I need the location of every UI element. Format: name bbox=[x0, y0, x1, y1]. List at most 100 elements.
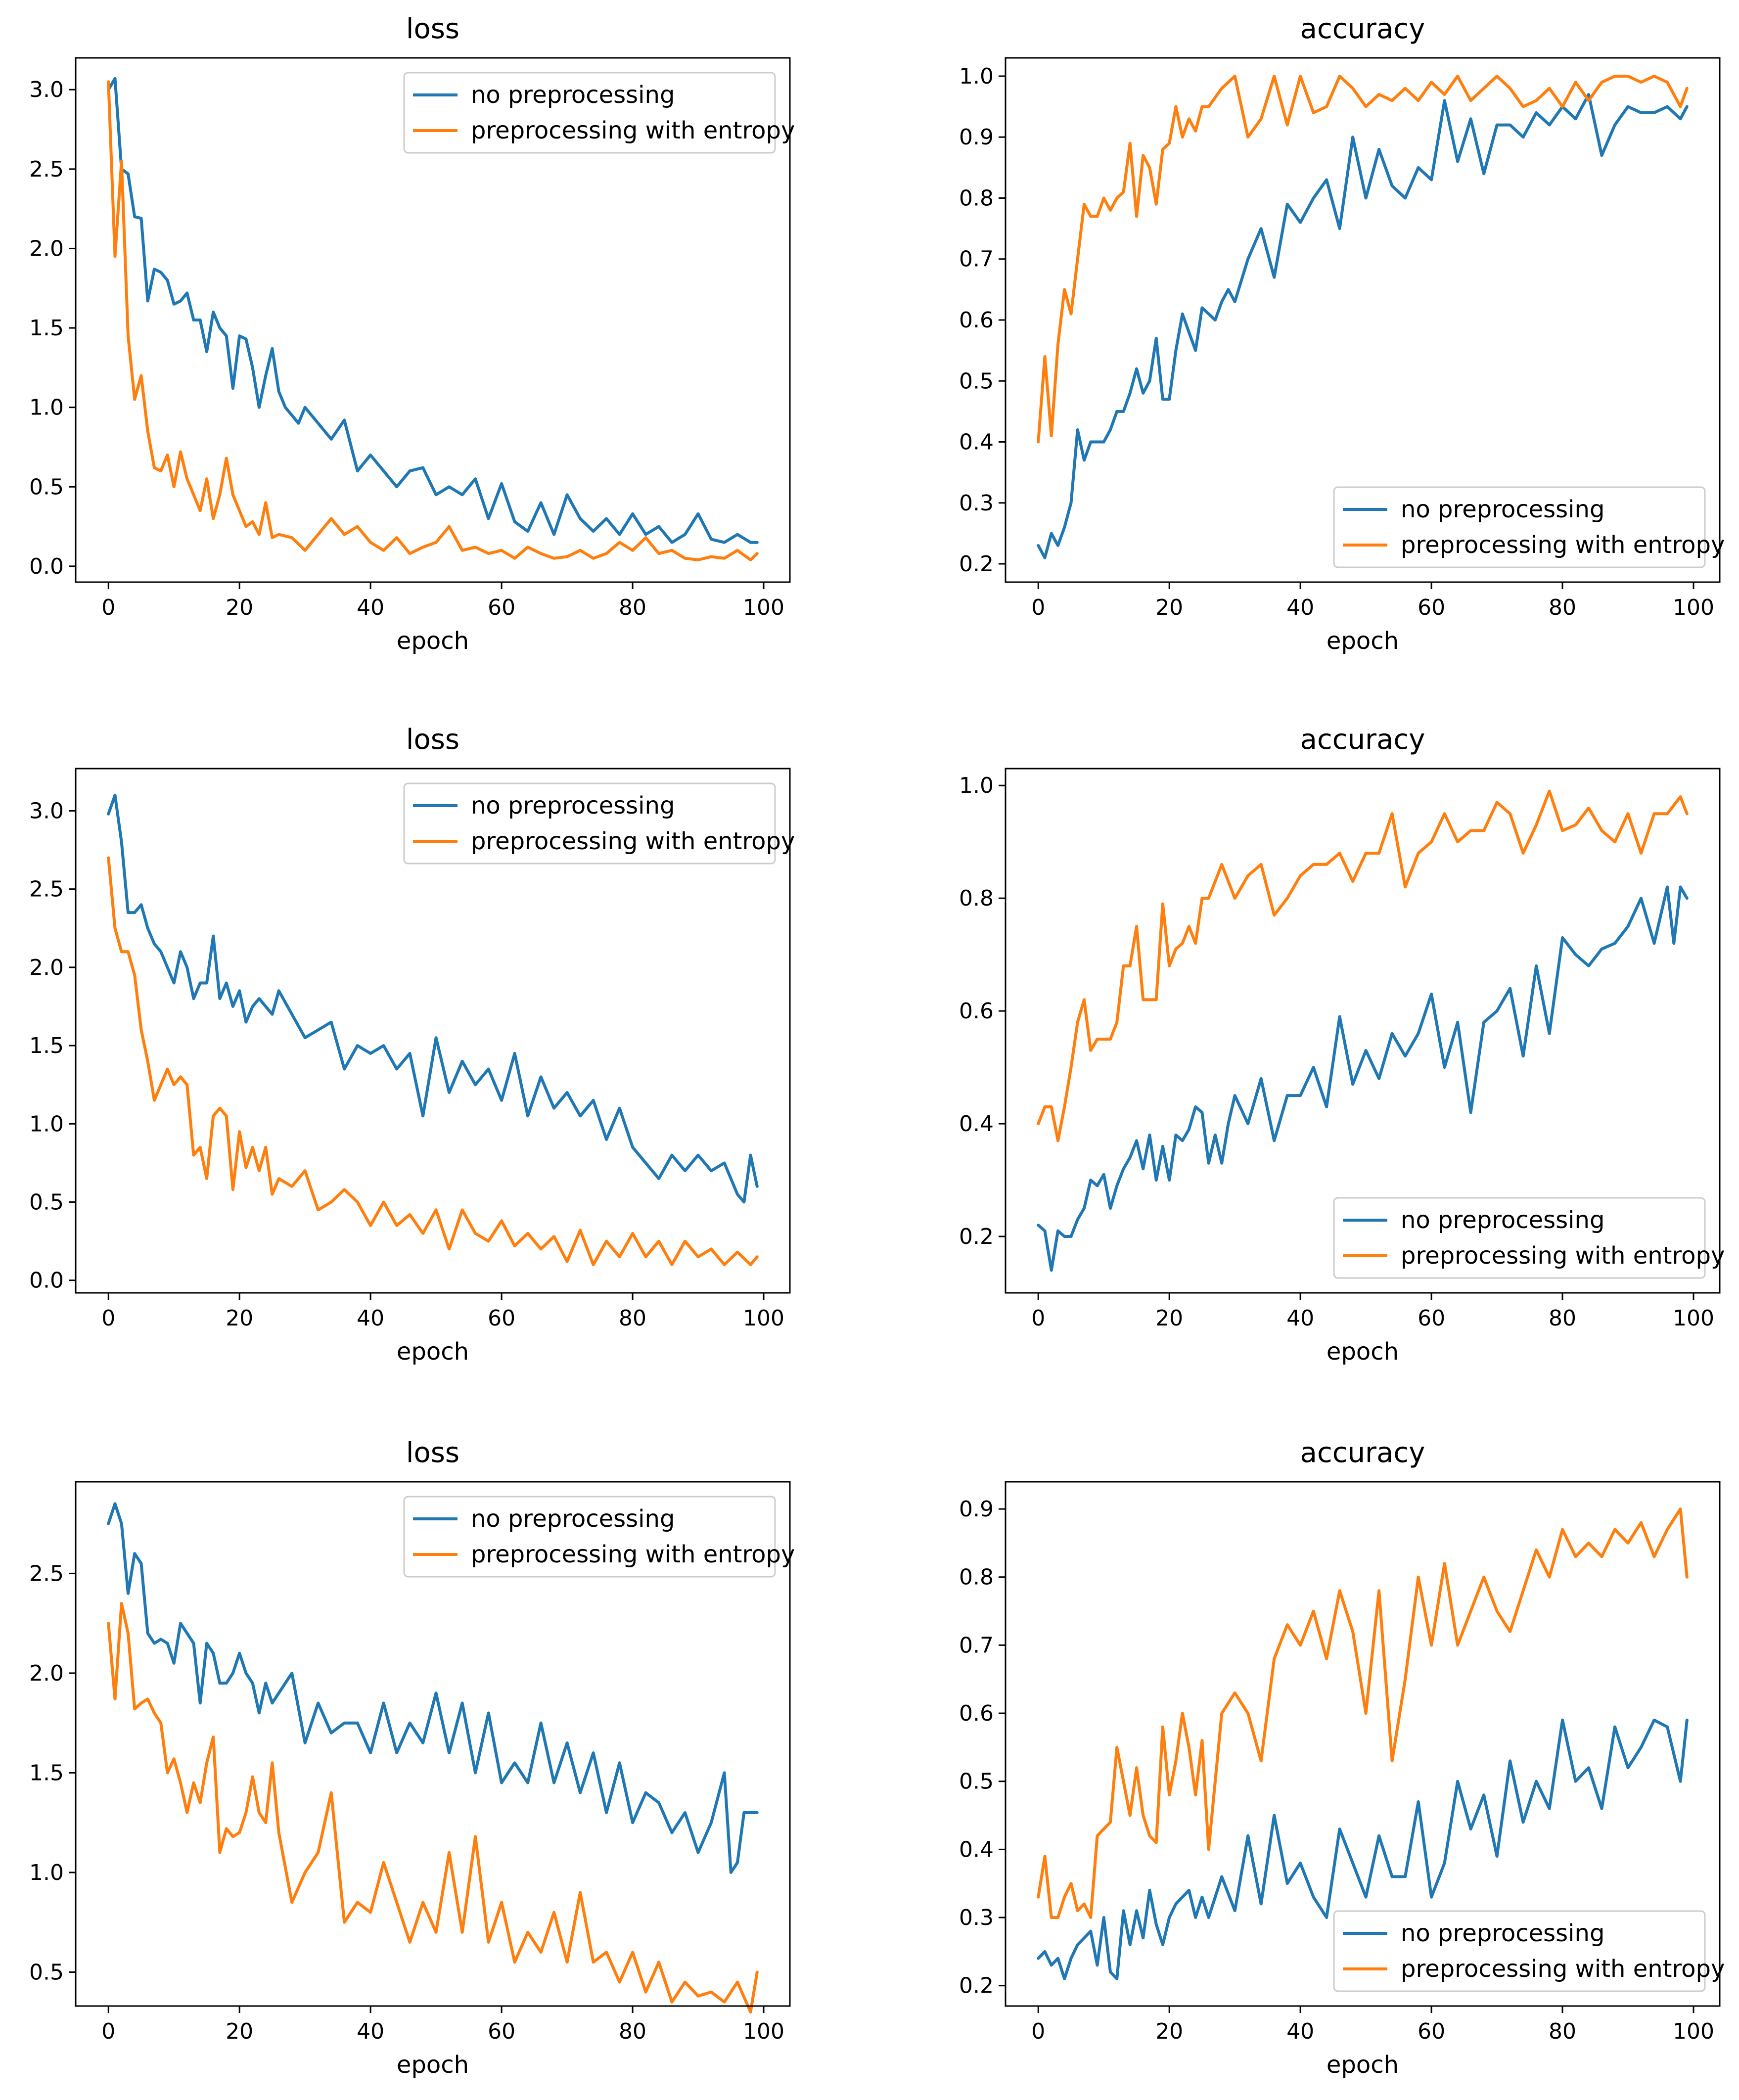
series-line-no-preprocessing bbox=[107, 1502, 759, 1874]
x-tick-label: 100 bbox=[743, 1306, 784, 1331]
y-tick-label: 0.5 bbox=[29, 1960, 64, 1985]
y-tick-label: 0.7 bbox=[959, 247, 994, 272]
y-tick-label: 2.0 bbox=[29, 236, 64, 261]
x-axis-label: epoch bbox=[1327, 1338, 1399, 1366]
x-tick-label: 0 bbox=[1031, 595, 1045, 620]
y-tick-label: 2.5 bbox=[29, 877, 64, 902]
chart-panel-4: accuracy 0 20 40 60 80 100 0.2 0.4 0.6 0.8 1.0 epoch… bbox=[959, 724, 1725, 1366]
chart-panel-5: loss 0 20 40 60 80 100 0.5 1.0 1.5 2.0 2.5 epoch no p… bbox=[29, 1437, 795, 2079]
y-tick-label: 0.2 bbox=[959, 1973, 994, 1999]
y-tick-label: 3.0 bbox=[29, 77, 64, 102]
legend-label: no preprocessing bbox=[471, 792, 675, 820]
x-tick-label: 20 bbox=[226, 595, 253, 620]
y-tick-label: 1.5 bbox=[29, 316, 64, 341]
x-axis-label: epoch bbox=[1327, 2051, 1399, 2079]
x-tick-label: 40 bbox=[357, 1306, 384, 1331]
axes-frame bbox=[1005, 1481, 1721, 2007]
legend: no preprocessing preprocessing with entro… bbox=[403, 782, 795, 865]
y-tick-label: 0.4 bbox=[959, 1837, 994, 1862]
x-tick-label: 80 bbox=[1549, 1306, 1576, 1331]
y-tick-label: 0.3 bbox=[959, 491, 994, 516]
y-tick-label: 0.6 bbox=[959, 308, 994, 333]
y-tick-label: 1.0 bbox=[29, 1860, 64, 1885]
x-tick-label: 20 bbox=[226, 2019, 253, 2044]
x-tick-label: 100 bbox=[743, 2019, 784, 2044]
x-axis-label: epoch bbox=[397, 1338, 469, 1366]
legend-label: preprocessing with entropy bbox=[1401, 531, 1725, 559]
x-tick-label: 100 bbox=[1673, 2019, 1714, 2044]
axes-frame bbox=[75, 57, 791, 583]
series-line-no-preprocessing bbox=[107, 793, 759, 1204]
x-tick-label: 100 bbox=[743, 595, 784, 620]
x-axis-label: epoch bbox=[1327, 627, 1399, 655]
legend: no preprocessing preprocessing with entro… bbox=[1333, 486, 1725, 568]
x-tick-label: 20 bbox=[226, 1306, 253, 1331]
y-tick-label: 0.5 bbox=[29, 474, 64, 500]
legend: no preprocessing preprocessing with entro… bbox=[403, 72, 795, 154]
x-tick-label: 80 bbox=[619, 1306, 646, 1331]
y-tick-label: 1.0 bbox=[29, 1111, 64, 1137]
y-tick-label: 0.6 bbox=[959, 1701, 994, 1726]
x-tick-label: 100 bbox=[1673, 1306, 1714, 1331]
legend-label: preprocessing with entropy bbox=[1401, 1955, 1725, 1983]
y-tick-label: 0.0 bbox=[29, 554, 64, 579]
series-line-preprocessing-with-entropy bbox=[107, 80, 759, 561]
series-line-preprocessing-with-entropy bbox=[107, 1601, 759, 2014]
legend-box bbox=[403, 782, 776, 865]
series-line-no-preprocessing bbox=[1037, 1718, 1689, 1980]
y-tick-label: 0.9 bbox=[959, 125, 994, 150]
legend-label: no preprocessing bbox=[1401, 496, 1604, 523]
chart-panel-1: loss 0 20 40 60 80 100 0.0 0.5 1.0 1.5 2.0 2.5 3.0 epo… bbox=[29, 13, 795, 655]
series-line-no-preprocessing bbox=[1037, 885, 1689, 1272]
chart-title: loss bbox=[406, 13, 459, 45]
x-tick-label: 40 bbox=[357, 595, 384, 620]
y-tick-label: 1.5 bbox=[29, 1033, 64, 1058]
x-tick-label: 100 bbox=[1673, 595, 1714, 620]
y-tick-label: 0.7 bbox=[959, 1633, 994, 1658]
legend-label: no preprocessing bbox=[1401, 1919, 1604, 1947]
x-axis-label: epoch bbox=[397, 2051, 469, 2079]
axes-frame bbox=[75, 1481, 791, 2007]
legend-label: preprocessing with entropy bbox=[471, 827, 795, 855]
series-line-preprocessing-with-entropy bbox=[1037, 789, 1689, 1142]
legend: no preprocessing preprocessing with entro… bbox=[1333, 1197, 1725, 1279]
legend: no preprocessing preprocessing with entro… bbox=[403, 1496, 795, 1578]
legend-label: preprocessing with entropy bbox=[471, 1541, 795, 1568]
x-tick-label: 0 bbox=[101, 2019, 115, 2044]
y-tick-label: 1.0 bbox=[959, 64, 994, 89]
series-line-preprocessing-with-entropy bbox=[1037, 75, 1689, 444]
legend-box bbox=[403, 72, 776, 154]
y-tick-label: 0.5 bbox=[29, 1189, 64, 1215]
x-tick-label: 40 bbox=[1286, 595, 1314, 620]
y-tick-label: 3.0 bbox=[29, 798, 64, 823]
legend-box bbox=[403, 1496, 776, 1578]
y-tick-label: 0.2 bbox=[959, 551, 994, 577]
x-tick-label: 60 bbox=[488, 1306, 515, 1331]
chart-title: accuracy bbox=[1300, 724, 1425, 756]
legend-box bbox=[1333, 1910, 1706, 1992]
x-tick-label: 80 bbox=[1549, 2019, 1576, 2044]
y-tick-label: 0.5 bbox=[959, 1769, 994, 1794]
y-tick-label: 0.9 bbox=[959, 1497, 994, 1522]
axes-frame bbox=[75, 768, 791, 1294]
x-tick-label: 40 bbox=[357, 2019, 384, 2044]
legend-box bbox=[1333, 486, 1706, 568]
y-tick-label: 0.8 bbox=[959, 185, 994, 211]
x-tick-label: 80 bbox=[1549, 595, 1576, 620]
x-tick-label: 40 bbox=[1286, 2019, 1314, 2044]
legend-box bbox=[1333, 1197, 1706, 1279]
y-tick-label: 0.8 bbox=[959, 886, 994, 911]
series-line-preprocessing-with-entropy bbox=[1037, 1507, 1689, 1919]
x-tick-label: 80 bbox=[619, 595, 646, 620]
chart-title: loss bbox=[406, 724, 459, 756]
x-tick-label: 60 bbox=[1418, 2019, 1445, 2044]
x-tick-label: 0 bbox=[1031, 2019, 1045, 2044]
y-tick-label: 0.5 bbox=[959, 368, 994, 394]
y-tick-label: 0.0 bbox=[29, 1268, 64, 1293]
legend-label: preprocessing with entropy bbox=[471, 117, 795, 144]
x-tick-label: 60 bbox=[488, 2019, 515, 2044]
axes-frame bbox=[1005, 768, 1721, 1294]
x-tick-label: 20 bbox=[1155, 2019, 1183, 2044]
chart-panel-3: loss 0 20 40 60 80 100 0.0 0.5 1.0 1.5 2.0 2.5 3.0 epo… bbox=[29, 724, 795, 1366]
